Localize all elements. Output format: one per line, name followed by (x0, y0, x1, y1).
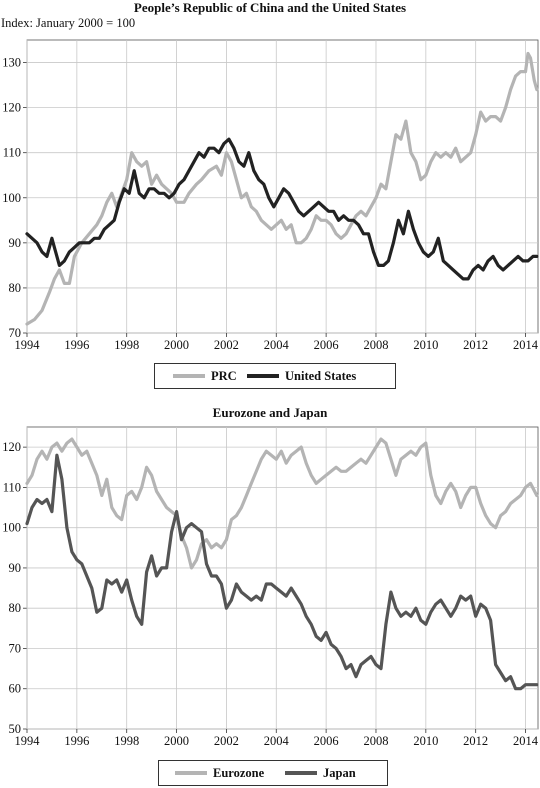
y-tick-label: 70 (9, 326, 22, 340)
legend-item-japan: Japan (285, 761, 356, 785)
x-tick-label: 2002 (214, 734, 239, 748)
x-tick-label: 2012 (463, 734, 488, 748)
x-tick-label: 2004 (264, 734, 290, 748)
chart-panel-eurozone-japan: 50 60 70 80 90 100 110 120 1994 1996 1998 2000 2002 2… (0, 402, 540, 788)
x-tick-label: 2008 (363, 338, 388, 352)
x-tick-label: 2010 (413, 734, 438, 748)
chart-plot-eurozone-japan: 50 60 70 80 90 100 110 120 1994 1996 1998 2000 2002 2… (2, 426, 539, 748)
x-tick-label: 1998 (114, 734, 139, 748)
y-tick-label: 90 (9, 561, 22, 575)
y-tick-label: 50 (9, 722, 22, 736)
x-tick-label: 2008 (363, 734, 388, 748)
x-tick-label: 1996 (64, 734, 89, 748)
x-tick-label: 1996 (64, 338, 89, 352)
x-tick-label: 2010 (413, 338, 438, 352)
legend-item-prc: PRC (173, 364, 237, 388)
legend-label-prc: PRC (211, 368, 237, 383)
x-tick-label: 1994 (15, 338, 41, 352)
series-line-japan (25, 453, 539, 691)
x-tick-label: 1998 (114, 338, 139, 352)
y-tick-label: 70 (9, 641, 22, 655)
legend-label-eurozone: Eurozone (213, 765, 265, 780)
x-tick-label: 2000 (164, 734, 189, 748)
legend-item-eurozone: Eurozone (175, 761, 264, 785)
x-tick-label: 2006 (314, 338, 339, 352)
x-tick-label: 2002 (214, 338, 239, 352)
x-tick-label: 2000 (164, 338, 189, 352)
chart-title: Eurozone and Japan (212, 405, 328, 420)
chart-plot-prc-us: 70 80 90 100 110 120 130 1994 1996 1998 2000 2002 20… (2, 39, 539, 352)
chart-legend: Eurozone Japan (158, 760, 388, 786)
y-tick-label: 100 (2, 521, 21, 535)
x-tick-label: 2014 (513, 734, 539, 748)
legend-item-united-states: United States (247, 364, 356, 388)
series-line-eurozone (25, 437, 539, 570)
x-tick-label: 1994 (15, 734, 41, 748)
legend-label-united-states: United States (285, 368, 357, 383)
legend-swatch-united-states (247, 374, 279, 378)
chart-subtitle: Index: January 2000 = 100 (1, 16, 136, 30)
y-tick-label: 120 (2, 101, 21, 115)
x-tick-label: 2006 (314, 734, 339, 748)
y-tick-label: 100 (2, 191, 21, 205)
legend-swatch-eurozone (175, 771, 207, 775)
chart-title: People’s Republic of China and the Unite… (133, 0, 407, 15)
x-tick-label: 2014 (513, 338, 539, 352)
chart-legend: PRC United States (154, 363, 396, 389)
series-line-united-states (25, 137, 539, 281)
legend-swatch-japan (285, 771, 317, 775)
y-tick-label: 130 (2, 56, 21, 70)
plot-frame (26, 426, 539, 730)
y-tick-label: 110 (3, 480, 21, 494)
y-tick-label: 80 (9, 281, 22, 295)
y-tick-label: 80 (9, 601, 22, 615)
x-tick-label: 2012 (463, 338, 488, 352)
y-tick-label: 90 (9, 236, 22, 250)
chart-panel-prc-us: 70 80 90 100 110 120 130 1994 1996 1998 2000 2002 20… (0, 0, 540, 392)
plot-frame (26, 39, 539, 334)
y-tick-label: 60 (9, 682, 22, 696)
x-tick-label: 2004 (264, 338, 290, 352)
legend-label-japan: Japan (323, 765, 356, 780)
y-tick-label: 120 (2, 440, 21, 454)
legend-swatch-prc (173, 374, 205, 378)
y-tick-label: 110 (3, 146, 21, 160)
